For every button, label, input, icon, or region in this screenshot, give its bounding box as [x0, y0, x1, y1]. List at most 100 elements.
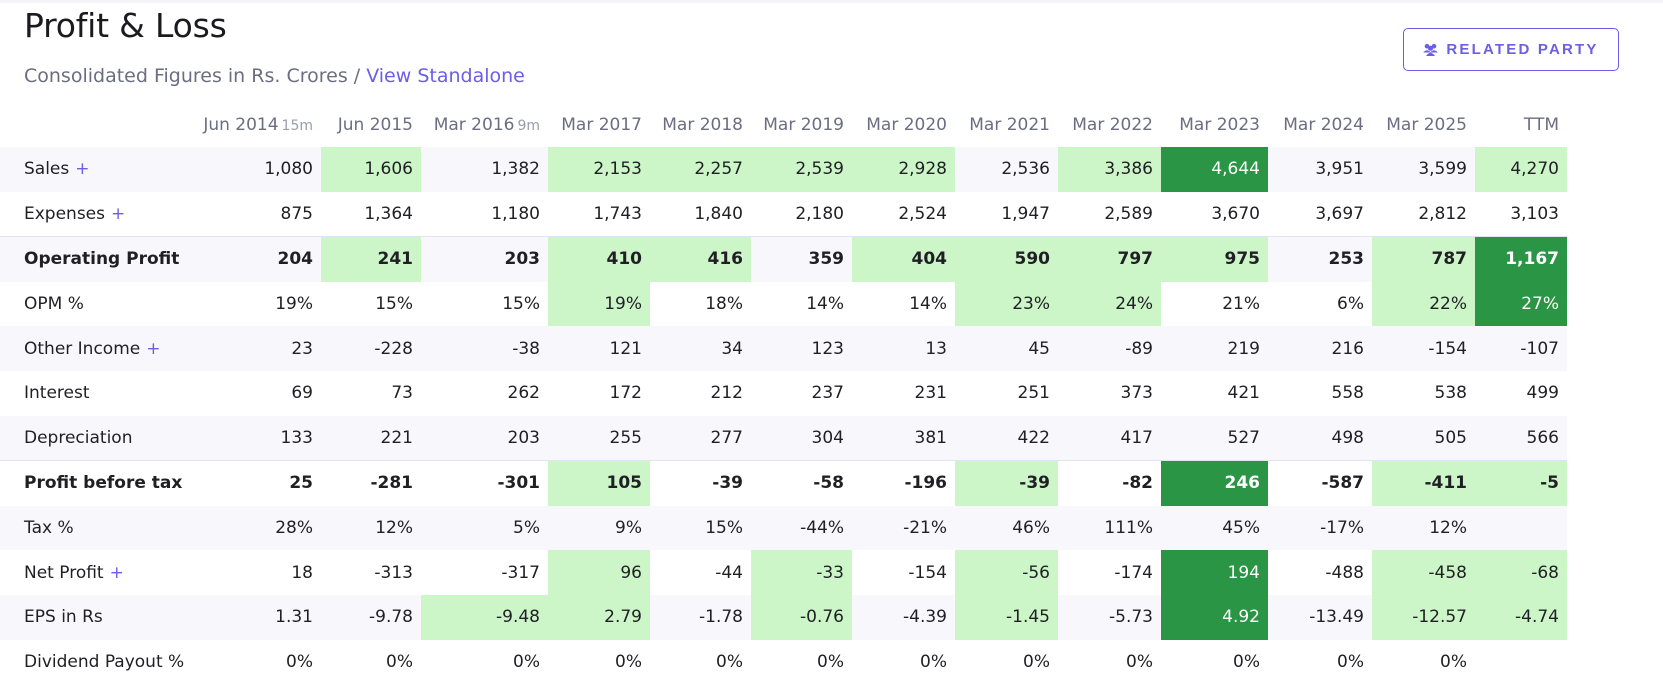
value-cell: 2,928 — [852, 147, 955, 192]
row-label-cell: EPS in Rs — [0, 594, 200, 640]
row-label-cell[interactable]: Net Profit + — [0, 550, 200, 595]
value-cell: 251 — [1017, 383, 1050, 404]
value-cell: 4,644 — [1161, 147, 1268, 192]
value-cell: 255 — [548, 415, 650, 461]
value-cell: 105 — [548, 460, 650, 506]
row-label-cell[interactable]: Other Income + — [0, 326, 200, 371]
value-cell: -4.39 — [852, 594, 955, 640]
value-cell: 1,947 — [1001, 203, 1050, 224]
value-cell: -1.45 — [955, 594, 1058, 640]
value-cell: 27% — [1475, 281, 1567, 327]
row-label: Profit before tax — [24, 473, 183, 494]
value-cell: 34 — [650, 326, 751, 371]
value-cell: -5.73 — [1058, 594, 1161, 640]
row-label-cell[interactable]: Sales + — [0, 147, 200, 192]
value-cell: -154 — [908, 562, 947, 583]
value-cell: 566 — [1475, 415, 1567, 461]
value-cell: 975 — [1161, 236, 1268, 282]
column-header: Mar 2016 9m — [421, 103, 548, 147]
row-label: Net Profit — [24, 562, 104, 583]
value-cell: -174 — [1114, 562, 1153, 583]
expand-plus-button[interactable]: + — [111, 203, 126, 224]
table-row: Profit before tax 25 -281 -301 105 -39 -58 -196… — [0, 460, 1567, 506]
value-cell: 590 — [955, 236, 1058, 282]
value-cell: -56 — [955, 550, 1058, 595]
value-cell: -4.74 — [1475, 594, 1567, 640]
table-row[interactable]: Net Profit +18 -313 -317 96 -44 -33 -154 -56 -174… — [0, 550, 1567, 595]
column-header-period: 9m — [517, 118, 540, 134]
column-header-label: Mar 2022 — [1072, 115, 1153, 135]
row-label: Tax % — [24, 518, 74, 539]
column-header-label: Mar 2025 — [1386, 115, 1467, 135]
table-row: OPM % 19% 15% 15% 19% 18% 14% 14% 23% 24% 21% 6% 22%… — [0, 281, 1567, 327]
value-cell: 5% — [421, 505, 548, 551]
view-standalone-link[interactable]: View Standalone — [366, 65, 525, 87]
value-cell: -9.78 — [321, 594, 421, 640]
value-cell: -82 — [1058, 460, 1161, 506]
value-cell: 2,536 — [955, 147, 1058, 192]
expand-plus-button[interactable]: + — [75, 159, 90, 180]
value-cell: 9% — [548, 505, 650, 551]
value-cell: 0% — [615, 651, 642, 672]
value-cell: -58 — [751, 460, 852, 506]
expand-plus-button[interactable]: + — [109, 562, 124, 583]
value-cell: 2,257 — [650, 147, 751, 192]
column-header: Mar 2025 — [1372, 103, 1475, 147]
column-header-period: 15m — [281, 118, 313, 134]
value-cell: 410 — [548, 236, 650, 282]
column-header: Mar 2022 — [1058, 103, 1161, 147]
value-cell: 527 — [1161, 415, 1268, 461]
value-cell: 0% — [716, 651, 743, 672]
value-cell: 3,103 — [1510, 203, 1559, 224]
column-header-label: Mar 2017 — [561, 115, 642, 135]
value-cell: 203 — [421, 415, 548, 461]
value-cell: 28% — [200, 505, 321, 551]
value-cell: 0% — [920, 651, 947, 672]
value-cell: -39 — [650, 460, 751, 506]
value-cell: -154 — [1372, 326, 1475, 371]
value-cell: 221 — [321, 415, 421, 461]
related-party-button[interactable]: RELATED PARTY — [1403, 28, 1619, 71]
value-cell: 45% — [1161, 505, 1268, 551]
value-cell: 24% — [1058, 281, 1161, 327]
value-cell: 2,539 — [751, 147, 852, 192]
value-cell: -301 — [421, 460, 548, 506]
value-cell: 0% — [286, 651, 313, 672]
value-cell — [1475, 640, 1567, 685]
value-cell: 19% — [548, 281, 650, 327]
value-cell: 3,951 — [1268, 147, 1372, 192]
value-cell: -587 — [1268, 460, 1372, 506]
table-row[interactable]: Sales +1,080 1,606 1,382 2,153 2,257 2,539 2,92… — [0, 147, 1567, 192]
row-label-cell[interactable]: Expenses + — [0, 192, 200, 237]
table-row: EPS in Rs 1.31 -9.78 -9.48 2.79 -1.78 -0.76 -4.… — [0, 594, 1567, 640]
profit-loss-table: Jun 2014 15m Jun 2015 Mar 2016 9m Mar 2017 Mar… — [0, 103, 1567, 684]
column-header-label: Jun 2014 — [203, 115, 279, 135]
column-header-label: Mar 2024 — [1283, 115, 1364, 135]
value-cell: -13.49 — [1268, 594, 1372, 640]
value-cell: 0% — [817, 651, 844, 672]
value-cell: 121 — [548, 326, 650, 371]
row-label: Operating Profit — [24, 249, 180, 270]
column-header-label: TTM — [1523, 115, 1559, 135]
row-label: OPM % — [24, 294, 84, 315]
value-cell: -38 — [421, 326, 548, 371]
value-cell: -313 — [374, 562, 413, 583]
table-row[interactable]: Expenses +875 1,364 1,180 1,743 1,840 2,180 2,5… — [0, 192, 1567, 237]
row-label: Dividend Payout % — [24, 651, 185, 672]
table-row[interactable]: Other Income +23 -228 -38 121 34 123 13 45 -89 219… — [0, 326, 1567, 371]
value-cell: 797 — [1058, 236, 1161, 282]
column-header: Jun 2014 15m — [200, 103, 321, 147]
row-label: Other Income — [24, 338, 141, 359]
value-cell: 4,270 — [1475, 147, 1567, 192]
value-cell: -9.48 — [421, 594, 548, 640]
value-cell: 14% — [909, 294, 947, 315]
table-body: Sales +1,080 1,606 1,382 2,153 2,257 2,539 2,92… — [0, 147, 1567, 684]
value-cell: 422 — [955, 415, 1058, 461]
column-header: Mar 2017 — [548, 103, 650, 147]
expand-plus-button[interactable]: + — [146, 338, 161, 359]
value-cell: 4.92 — [1161, 594, 1268, 640]
value-cell: 359 — [751, 236, 852, 282]
value-cell: 194 — [1161, 550, 1268, 595]
value-cell: 15% — [650, 505, 751, 551]
row-label-cell: Depreciation — [0, 415, 200, 461]
